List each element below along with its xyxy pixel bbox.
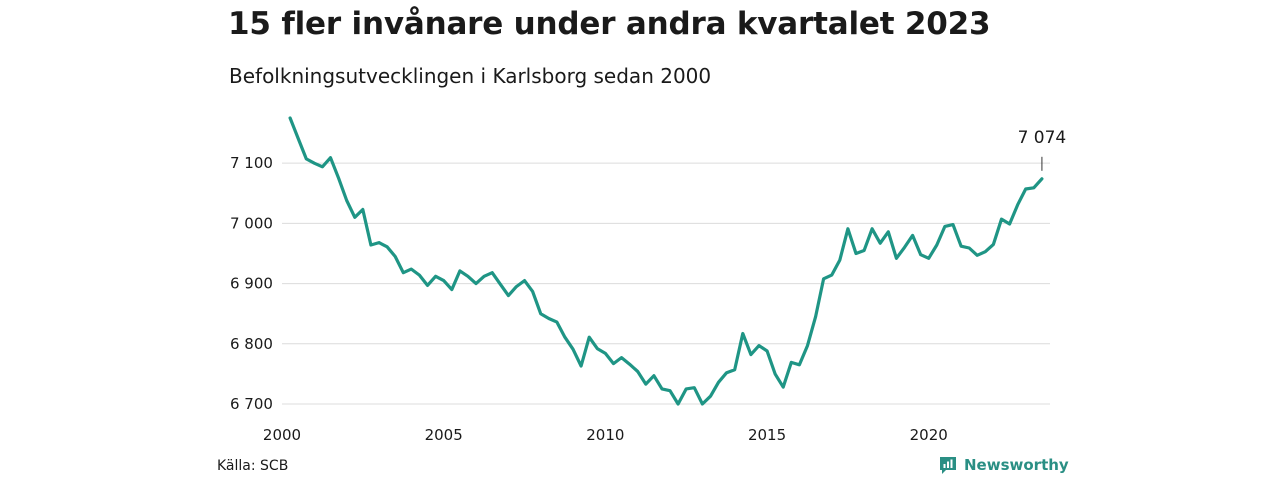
- x-axis-ticks: 2000 2005 2010 2015 2020: [263, 426, 948, 444]
- newsworthy-logo: Newsworthy: [938, 455, 1069, 475]
- x-tick-label: 2005: [425, 426, 463, 444]
- series: [288, 116, 1044, 406]
- chart-title: 15 fler invånare under andra kvartalet 2…: [228, 6, 991, 42]
- x-tick-label: 2015: [748, 426, 786, 444]
- x-tick-label: 2000: [263, 426, 301, 444]
- y-tick-label: 7 100: [230, 154, 273, 172]
- y-tick-label: 6 800: [230, 335, 273, 353]
- y-axis-ticks: 6 700 6 800 6 900 7 000 7 100: [230, 154, 273, 413]
- x-tick-label: 2010: [586, 426, 624, 444]
- newsworthy-logo-icon: [940, 457, 956, 474]
- last-value-annotation: 7 074: [1018, 128, 1067, 171]
- newsworthy-brand-text: Newsworthy: [964, 456, 1069, 474]
- chart-subtitle: Befolkningsutvecklingen i Karlsborg seda…: [229, 64, 712, 88]
- x-tick-label: 2020: [910, 426, 948, 444]
- annotation-label: 7 074: [1018, 128, 1067, 148]
- series-line: [288, 116, 1044, 406]
- y-tick-label: 6 700: [230, 395, 273, 413]
- source-note: Källa: SCB: [217, 458, 289, 474]
- grid-lines: [282, 162, 1050, 405]
- y-tick-label: 7 000: [230, 214, 273, 232]
- y-tick-label: 6 900: [230, 275, 273, 293]
